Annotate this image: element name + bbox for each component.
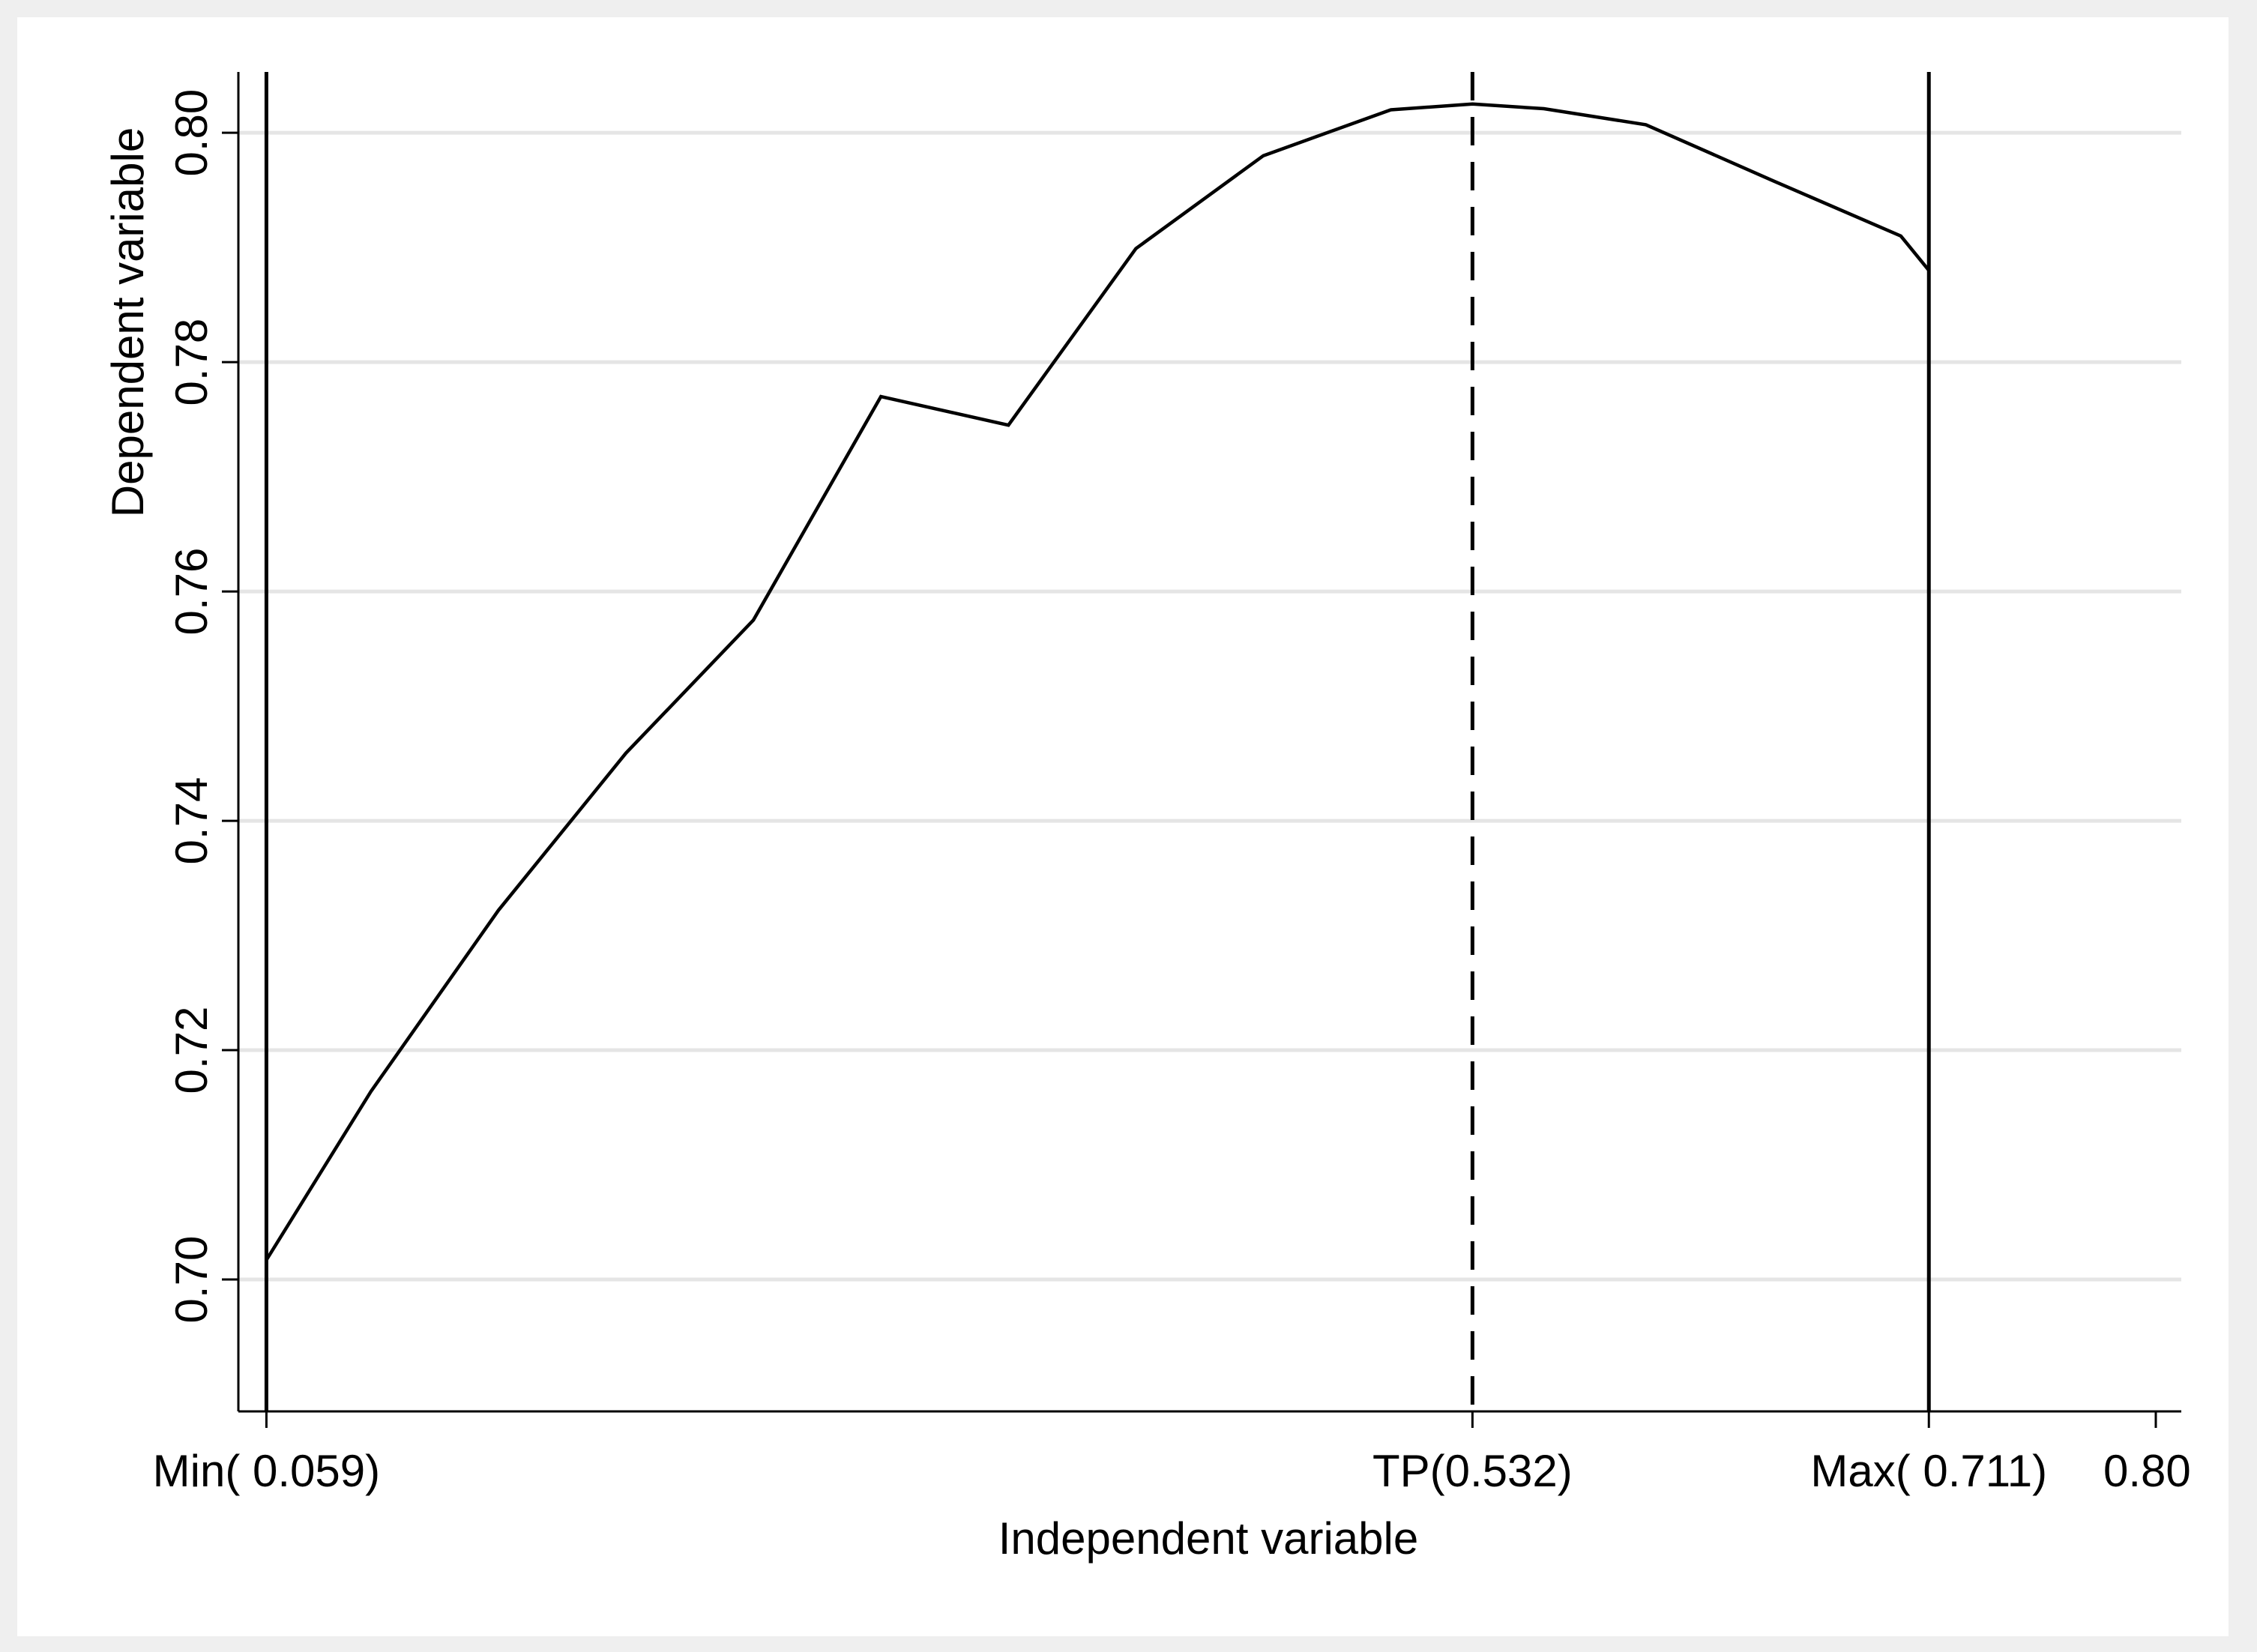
x-tick-label: 0.80 <box>2103 1446 2191 1496</box>
y-tick-label: 0.78 <box>166 319 217 406</box>
y-tick-labels: 0.70 0.72 0.74 0.76 0.78 0.80 <box>166 89 217 1324</box>
x-tick-label: TP(0.532) <box>1372 1446 1573 1496</box>
chart-svg: 0.70 0.72 0.74 0.76 0.78 0.80 Min( 0.059) TP(0… <box>103 72 2191 1564</box>
y-tick-label: 0.74 <box>166 777 217 865</box>
y-tick-label: 0.72 <box>166 1007 217 1094</box>
fitted-curve <box>265 102 1930 1261</box>
x-tick-labels: Min( 0.059) TP(0.532) Max( 0.711) 0.80 <box>153 1446 2191 1496</box>
y-axis-title: Dependent variable <box>103 127 153 517</box>
x-tick-label: Min( 0.059) <box>153 1446 380 1496</box>
y-tick-label: 0.70 <box>166 1236 217 1324</box>
axes <box>237 72 2181 1413</box>
chart-canvas: 0.70 0.72 0.74 0.76 0.78 0.80 Min( 0.059) TP(0… <box>17 17 2229 1636</box>
tick-marks <box>222 131 2157 1428</box>
grid-lines <box>238 130 2181 1282</box>
y-tick-label: 0.80 <box>166 89 217 177</box>
x-axis-title: Independent variable <box>998 1513 1418 1564</box>
y-tick-label: 0.76 <box>166 548 217 636</box>
reference-lines <box>264 72 1931 1411</box>
x-tick-label: Max( 0.711) <box>1810 1446 2047 1496</box>
